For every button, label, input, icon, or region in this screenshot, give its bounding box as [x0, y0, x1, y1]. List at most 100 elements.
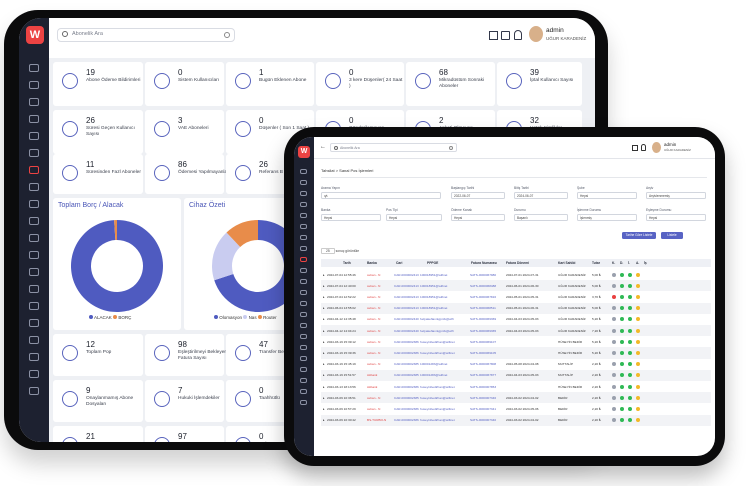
cell-inv[interactable]: SATS-0000068488 [470, 283, 497, 288]
search-input[interactable]: Abonelik Ara [330, 143, 457, 152]
app-logo[interactable]: W [26, 26, 44, 44]
status-a-icon[interactable] [636, 339, 640, 344]
nav-icon-4[interactable] [29, 115, 39, 123]
column-header[interactable]: A. [636, 261, 640, 265]
table-row[interactable] [321, 302, 711, 314]
nav-icon-8[interactable] [29, 183, 39, 191]
status-k-icon[interactable] [612, 294, 616, 299]
status-k-icon[interactable] [612, 317, 616, 322]
cell-cari[interactable]: CAR-0000002386 [394, 384, 419, 389]
stat-card[interactable]: 3 VAE Aboneleri [145, 110, 224, 154]
nav-icon-20[interactable] [300, 378, 307, 383]
nav-icon-2[interactable] [300, 180, 307, 185]
cell-ppp[interactable]: 100018951@wifinet [420, 283, 448, 288]
stat-card[interactable]: 39 İptal Kullanıcı Sayısı [497, 62, 582, 106]
status-d-icon[interactable] [620, 328, 624, 333]
status-d-icon[interactable] [620, 373, 624, 378]
status-k-icon[interactable] [612, 418, 616, 423]
bell-icon[interactable] [641, 144, 646, 151]
expand-icon[interactable]: ▸ [323, 306, 325, 311]
breadcrumb-root[interactable]: Tahsilat [321, 168, 335, 173]
status-i-icon[interactable] [628, 373, 632, 378]
status-a-icon[interactable] [636, 384, 640, 389]
nav-icon-9[interactable] [300, 257, 307, 262]
nav-icon-12[interactable] [300, 290, 307, 295]
stat-card[interactable]: 0Gelen [226, 426, 296, 442]
stat-card[interactable]: 1 Bugün Eklenen Abone [226, 62, 314, 106]
nav-icon-1[interactable] [300, 169, 307, 174]
cell-inv[interactable]: SATS-0000068511 [470, 306, 496, 311]
expand-icon[interactable]: ▸ [323, 294, 325, 299]
cell-cari[interactable]: CAR-0000002385 [394, 395, 419, 400]
column-header[interactable]: Fatura Dönemi [506, 261, 530, 265]
expand-icon[interactable]: ▸ [323, 418, 325, 423]
column-header[interactable]: İ. [628, 261, 630, 265]
list-by-date-button[interactable]: Tarihe Göre Listele [622, 232, 656, 239]
status-i-icon[interactable] [628, 283, 632, 288]
cell-ppp[interactable]: huseyinbedirhan@wifinet [420, 406, 455, 411]
status-k-icon[interactable] [612, 306, 616, 311]
column-header[interactable]: K. [612, 261, 616, 265]
stat-card[interactable]: 19 Abone Ödeme Bildirimleri [53, 62, 143, 106]
status-d-icon[interactable] [620, 294, 624, 299]
cell-inv[interactable]: SATS-0000067808 [470, 362, 497, 367]
nav-icon-18[interactable] [29, 353, 39, 361]
column-header[interactable]: Cari [396, 261, 403, 265]
nav-icon-5[interactable] [29, 132, 39, 140]
nav-icon-22[interactable] [300, 400, 307, 405]
cell-inv[interactable]: SATS-0000007340 [470, 418, 497, 423]
cell-cari[interactable]: CAR-0000002385 [394, 373, 419, 378]
nav-icon-3[interactable] [300, 191, 307, 196]
table-row[interactable] [321, 291, 711, 303]
status-i-icon[interactable] [628, 328, 632, 333]
status-d-icon[interactable] [620, 306, 624, 311]
column-header[interactable]: Fatura Numarası [471, 261, 498, 265]
column-header[interactable]: İş [644, 261, 647, 265]
status-a-icon[interactable] [636, 317, 640, 322]
status-d-icon[interactable] [620, 283, 624, 288]
status-a-icon[interactable] [636, 283, 640, 288]
nav-icon-16[interactable] [29, 319, 39, 327]
column-header[interactable]: Tarih [343, 261, 351, 265]
nav-icon-11[interactable] [29, 234, 39, 242]
table-row[interactable] [321, 325, 711, 337]
nav-icon-7[interactable] [300, 235, 307, 240]
stat-card[interactable]: 0 Sistem Kullanıcıları [145, 62, 224, 106]
cell-ppp[interactable]: 100018951@wifinet [420, 306, 448, 311]
status-k-icon[interactable] [612, 384, 616, 389]
settings-icon[interactable] [449, 146, 453, 150]
status-k-icon[interactable] [612, 350, 616, 355]
nav-icon-17[interactable] [300, 345, 307, 350]
slice-nas[interactable] [212, 232, 241, 281]
status-i-icon[interactable] [628, 339, 632, 344]
status-a-icon[interactable] [636, 294, 640, 299]
cell-inv[interactable]: SATS-0000069369 [470, 317, 497, 322]
cell-inv[interactable]: SATS-0000007853 [470, 384, 497, 389]
cell-ppp[interactable]: fudyakeftavntgpnfs@wifi [420, 328, 454, 333]
expand-icon[interactable]: ▸ [323, 406, 325, 411]
app-logo[interactable]: W [298, 146, 310, 158]
table-row[interactable] [321, 369, 711, 381]
cell-cari[interactable]: CAR-0000002413 [394, 283, 419, 288]
status-d-icon[interactable] [620, 362, 624, 367]
table-row[interactable] [321, 269, 711, 281]
cell-inv[interactable]: SATS-0000067877 [470, 373, 497, 378]
cell-cari[interactable]: CAR-0000002386 [394, 406, 419, 411]
stat-card[interactable]: 12 Toplam Pop [53, 334, 143, 376]
expand-icon[interactable]: ▸ [323, 362, 325, 367]
settings-icon[interactable] [224, 32, 230, 38]
nav-icon-3[interactable] [29, 98, 39, 106]
stat-card[interactable]: 11 Süresinden Fazl Aboneler [53, 154, 143, 194]
nav-icon-14[interactable] [300, 312, 307, 317]
filter-input[interactable]: 2024-06-07 [514, 192, 568, 199]
cell-cari[interactable]: CAR-0000002440 [394, 317, 419, 322]
nav-icon-15[interactable] [29, 302, 39, 310]
nav-icon-17[interactable] [29, 336, 39, 344]
status-a-icon[interactable] [636, 362, 640, 367]
calendar-icon[interactable] [632, 145, 638, 151]
slice-router[interactable] [226, 220, 258, 248]
column-header[interactable]: PPPOE [427, 261, 439, 265]
expand-icon[interactable]: ▸ [323, 328, 325, 333]
nav-icon-20[interactable] [29, 387, 39, 395]
status-k-icon[interactable] [612, 362, 616, 367]
